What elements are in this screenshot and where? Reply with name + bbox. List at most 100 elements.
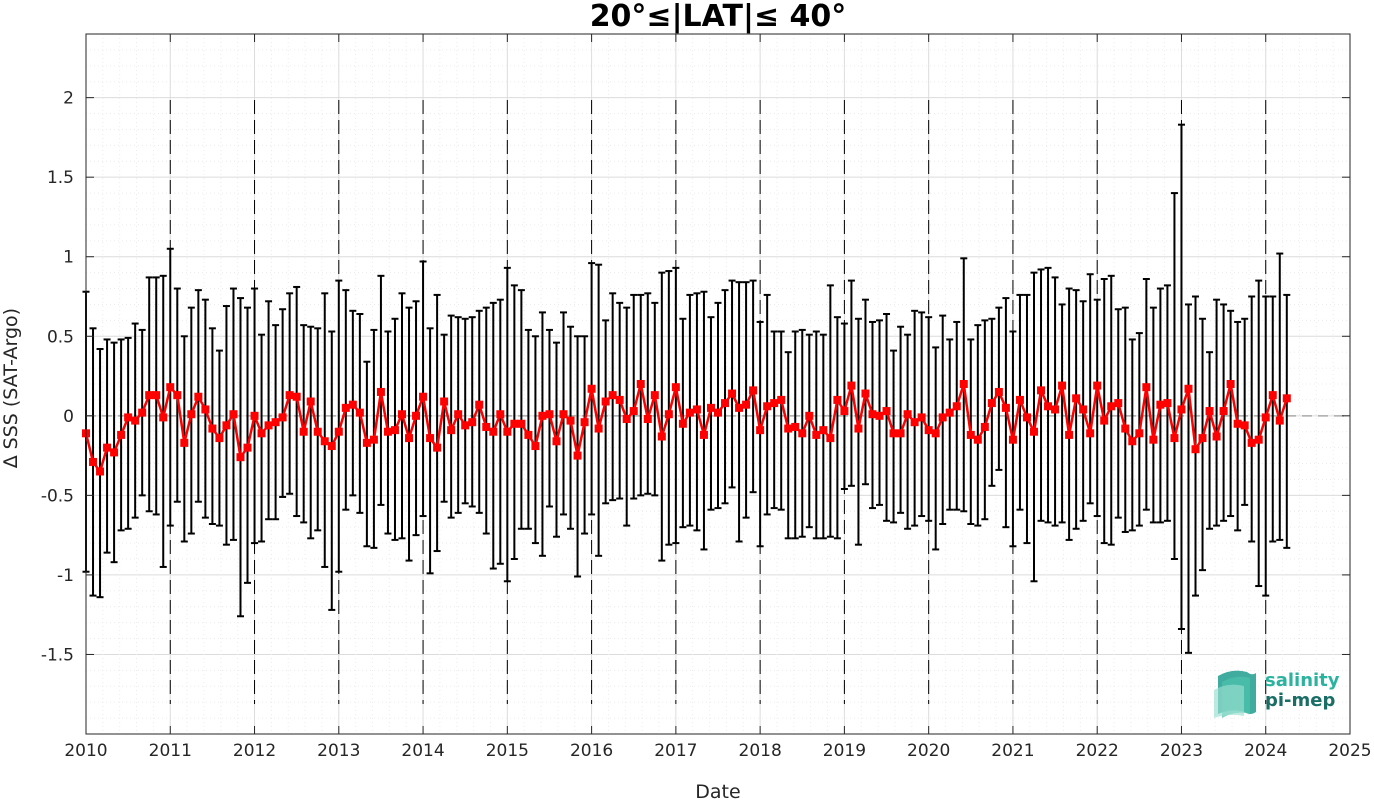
- mean-marker: [383, 427, 392, 436]
- mean-marker: [636, 380, 645, 388]
- mean-marker: [566, 416, 575, 425]
- mean-marker: [756, 426, 765, 435]
- mean-marker: [1100, 416, 1109, 425]
- mean-marker: [433, 443, 442, 452]
- y-tick-label: -1: [57, 566, 74, 586]
- mean-marker: [650, 391, 659, 400]
- mean-marker: [1184, 384, 1193, 393]
- mean-marker: [994, 387, 1003, 396]
- mean-marker: [664, 410, 673, 419]
- mean-marker: [657, 432, 666, 441]
- mean-marker: [1247, 438, 1256, 447]
- mean-marker: [987, 399, 996, 408]
- mean-marker: [622, 415, 631, 423]
- mean-marker: [1072, 394, 1081, 403]
- mean-marker: [784, 424, 793, 433]
- mean-marker: [306, 397, 315, 406]
- x-tick-label: 2024: [1244, 741, 1287, 761]
- mean-marker: [678, 419, 687, 428]
- mean-marker: [1001, 403, 1010, 412]
- mean-marker: [1065, 430, 1074, 439]
- mean-marker: [1022, 413, 1031, 422]
- mean-marker: [398, 410, 406, 419]
- mean-marker: [292, 392, 301, 401]
- x-tick-label: 2019: [823, 741, 866, 761]
- mean-marker: [798, 429, 807, 438]
- mean-marker: [861, 389, 870, 398]
- x-tick-label: 2020: [907, 741, 950, 761]
- mean-marker: [145, 391, 154, 400]
- mean-marker: [96, 467, 105, 476]
- mean-marker: [896, 429, 905, 438]
- mean-marker: [938, 413, 947, 422]
- mean-marker: [229, 410, 238, 419]
- mean-marker: [1058, 381, 1067, 390]
- mean-marker: [1212, 432, 1221, 441]
- mean-marker: [980, 422, 989, 431]
- logo-text-salinity: salinity: [1265, 670, 1340, 691]
- mean-marker: [1268, 391, 1277, 400]
- salinity-pimep-logo: salinity pi-mep: [1214, 670, 1340, 718]
- mean-marker: [405, 434, 414, 443]
- mean-marker: [559, 410, 568, 419]
- mean-marker: [882, 407, 891, 416]
- mean-marker: [594, 424, 603, 433]
- mean-marker: [1275, 416, 1284, 425]
- mean-marker: [714, 408, 722, 417]
- mean-marker: [538, 411, 547, 420]
- mean-marker: [1107, 402, 1116, 411]
- mean-marker: [854, 424, 863, 433]
- mean-marker: [1121, 424, 1130, 433]
- mean-marker: [1226, 380, 1235, 388]
- mean-marker: [510, 419, 519, 428]
- mean-marker: [222, 421, 231, 430]
- mean-marker: [973, 435, 982, 444]
- y-tick-labels: 2 1.5 1 0.5 0 -0.5 -1 -1.5: [41, 89, 74, 666]
- mean-marker: [243, 443, 252, 452]
- y-tick-label: -1.5: [41, 645, 74, 665]
- mean-marker: [180, 438, 189, 447]
- x-tick-labels: 2010 2011 2012 2013 2014 2015 2016 2017 2018 2019…: [64, 741, 1371, 761]
- mean-marker: [334, 427, 343, 436]
- wave-logo-icon: [1214, 670, 1256, 718]
- mean-marker: [573, 451, 582, 460]
- mean-marker: [524, 430, 533, 439]
- mean-marker: [173, 391, 182, 400]
- mean-marker: [376, 387, 385, 396]
- mean-marker: [889, 429, 898, 438]
- mean-marker: [1205, 407, 1214, 416]
- mean-marker: [250, 411, 259, 420]
- mean-marker: [706, 403, 715, 412]
- mean-marker: [285, 391, 294, 400]
- mean-marker: [327, 442, 336, 451]
- mean-marker: [1142, 383, 1151, 392]
- mean-marker: [791, 422, 800, 431]
- mean-marker: [341, 403, 350, 412]
- mean-line: [84, 383, 1288, 475]
- mean-marker: [496, 410, 505, 419]
- mean-marker: [257, 429, 266, 438]
- x-tick-label: 2013: [317, 741, 360, 761]
- mean-marker: [348, 400, 357, 409]
- mean-marker: [924, 426, 933, 435]
- plot-frame: [85, 33, 1351, 735]
- x-tick-label: 2022: [1076, 741, 1119, 761]
- logo-text-pimep: pi-mep: [1265, 690, 1335, 711]
- mean-marker: [299, 427, 308, 436]
- x-tick-label: 2016: [570, 741, 613, 761]
- mean-marker: [931, 429, 940, 438]
- mean-marker: [1261, 413, 1270, 422]
- mean-marker: [770, 399, 779, 408]
- mean-marker: [552, 437, 561, 446]
- mean-marker: [868, 410, 877, 419]
- mean-marker: [362, 438, 371, 447]
- mean-marker: [489, 427, 498, 436]
- mean-marker: [236, 453, 245, 462]
- mean-marker: [1037, 386, 1046, 395]
- mean-marker: [1282, 394, 1291, 403]
- mean-marker: [1015, 395, 1024, 404]
- x-tick-label: 2018: [739, 741, 782, 761]
- mean-marker: [201, 405, 210, 414]
- mean-marker: [131, 416, 140, 425]
- mean-marker: [475, 400, 484, 409]
